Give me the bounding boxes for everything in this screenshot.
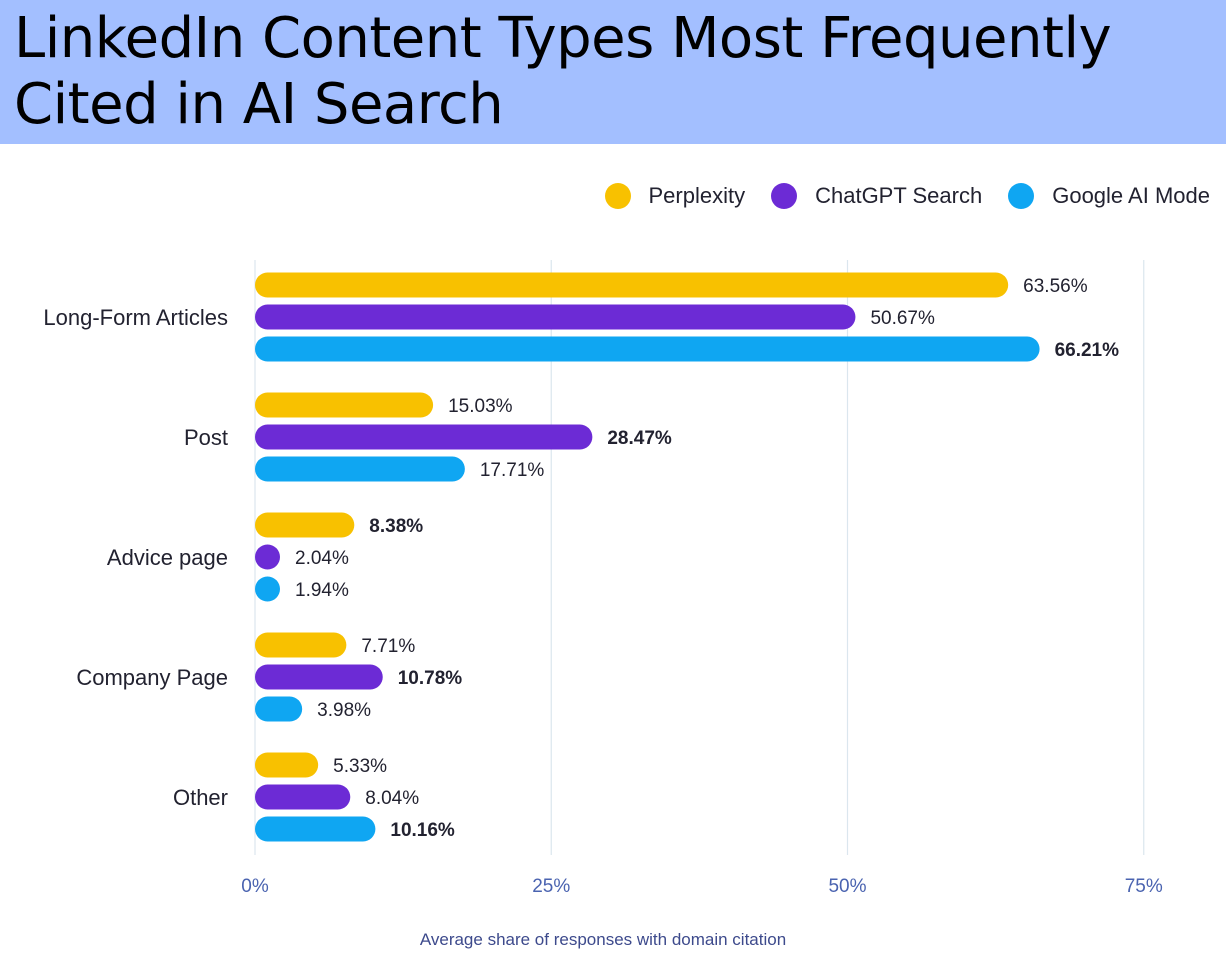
bar-perplexity [255,752,319,778]
legend-swatch-google-ai-mode [1008,183,1035,209]
data-label: 3.98% [317,700,371,721]
bar-google-ai-mode [255,456,465,482]
data-label: 8.04% [365,788,419,809]
bar-google-ai-mode [255,576,280,602]
data-label: 10.16% [390,820,455,841]
x-tick-label: 0% [241,876,269,897]
data-label: 17.71% [480,460,545,481]
data-label: 8.38% [369,516,423,537]
category-label: Company Page [76,665,228,690]
data-label: 1.94% [295,580,349,601]
bar-chatgpt-search [255,544,280,570]
data-label: 66.21% [1055,340,1120,361]
title-band: LinkedIn Content Types Most Frequently C… [0,0,1226,144]
legend-swatch-chatgpt-search [771,183,798,209]
category-label: Advice page [107,545,228,570]
x-tick-label: 75% [1125,876,1163,897]
x-axis-title: Average share of responses with domain c… [419,930,787,949]
data-label: 10.78% [398,668,463,689]
legend-item-chatgpt-search: ChatGPT Search [771,183,982,209]
chart-title: LinkedIn Content Types Most Frequently C… [14,6,1112,137]
bar-perplexity [255,632,347,658]
data-label: 63.56% [1023,276,1088,297]
data-label: 2.04% [295,548,349,569]
data-label: 5.33% [333,756,387,777]
category-label: Long-Form Articles [43,305,228,330]
category-label: Other [173,785,228,810]
data-label: 15.03% [448,396,513,417]
x-tick-label: 50% [828,876,866,897]
bar-chatgpt-search [255,304,856,330]
bar-chatgpt-search [255,664,383,690]
bar-google-ai-mode [255,696,303,722]
legend: Perplexity ChatGPT Search Google AI Mode [604,180,1210,212]
bar-perplexity [255,512,355,538]
legend-item-perplexity: Perplexity [604,183,746,209]
bar-perplexity [255,392,434,418]
x-axis-title-row: Average share of responses with domain c… [0,930,1226,950]
bar-google-ai-mode [255,816,376,842]
bar-chart: 0% 25% 50% 75% Long-Form Articles 63.56% 50.67… [43,260,1163,897]
legend-item-google-ai-mode: Google AI Mode [1008,183,1210,209]
legend-label-perplexity: Perplexity [648,183,746,208]
x-tick-label: 25% [532,876,570,897]
bar-perplexity [255,272,1009,298]
legend-label-google-ai-mode: Google AI Mode [1052,183,1210,208]
legend-label-chatgpt-search: ChatGPT Search [815,183,983,208]
legend-swatch-perplexity [604,183,631,209]
category-label: Post [184,425,228,450]
data-label: 7.71% [361,636,415,657]
bar-chatgpt-search [255,424,593,450]
bar-google-ai-mode [255,336,1040,362]
bar-chatgpt-search [255,784,351,810]
data-label: 28.47% [607,428,672,449]
data-label: 50.67% [870,308,935,329]
